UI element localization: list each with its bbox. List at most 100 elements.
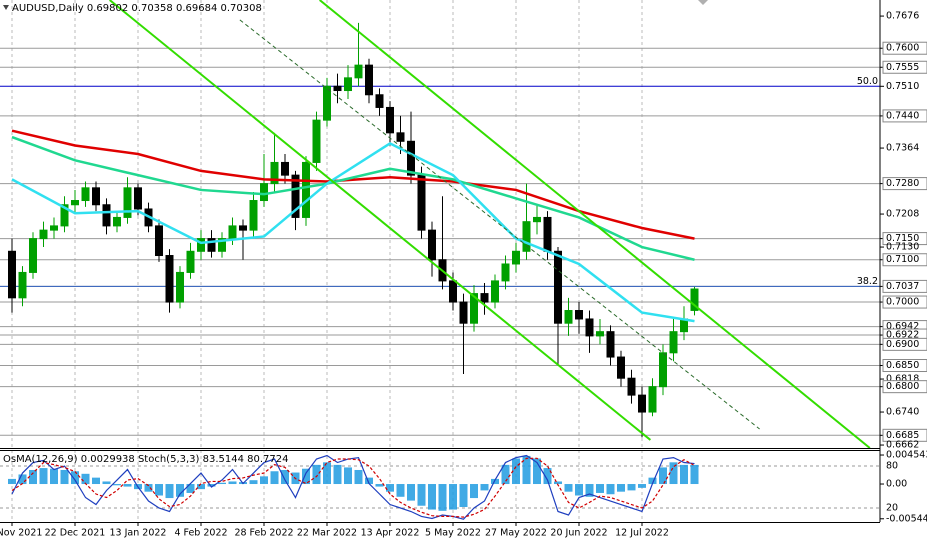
candle-body: [81, 187, 90, 202]
osma-bar: [123, 484, 132, 487]
candle-body: [176, 271, 184, 303]
candle-body: [428, 229, 436, 261]
osma-bar: [323, 462, 331, 485]
price-tick-label: 0.7037: [886, 281, 919, 292]
osma-bar: [207, 484, 216, 487]
osma-bar: [8, 478, 16, 485]
time-tick-label: 30 Nov 2021: [0, 528, 42, 539]
osma-tick-label: 0.0045431: [886, 450, 927, 461]
price-tick-label: 0.7676: [886, 11, 919, 22]
trend-line: [239, 19, 760, 430]
candle-body: [207, 238, 216, 252]
chart-title: AUDUSD,Daily 0.69802 0.70358 0.69684 0.7…: [12, 3, 262, 14]
candle-body: [543, 216, 552, 252]
candle-body: [512, 250, 520, 265]
osma-bar: [354, 469, 363, 485]
price-tick-label: 0.7100: [886, 254, 919, 265]
price-label-box: [882, 109, 927, 123]
candle-body: [18, 271, 27, 299]
osma-bar: [512, 458, 520, 485]
osma-bar: [669, 462, 678, 485]
osma-bar: [564, 484, 573, 492]
candle-body: [459, 301, 468, 324]
osma-bar: [501, 464, 510, 485]
candle-body: [92, 187, 100, 206]
time-tick-label: 4 Feb 2022: [174, 528, 227, 539]
osma-bar: [29, 469, 37, 485]
price-tick-label: 0.7510: [886, 81, 919, 92]
fib-label: 50.0: [857, 76, 878, 87]
price-tick-label: 0.6818: [886, 374, 919, 385]
candle-body: [627, 377, 636, 396]
candle-body: [585, 318, 594, 337]
trend-line: [109, 0, 652, 441]
candle-body: [659, 352, 667, 388]
osma-bar: [18, 474, 27, 485]
time-tick-label: 22 Dec 2021: [45, 528, 106, 539]
osma-bar: [596, 484, 604, 493]
indicator-panel: [0, 454, 880, 520]
osma-bar: [617, 484, 625, 492]
osma-bar: [39, 468, 48, 485]
candle-body: [596, 331, 604, 337]
candle-body: [690, 288, 699, 311]
candle-body: [239, 225, 247, 231]
candle-body: [554, 250, 562, 324]
candle-body: [29, 238, 37, 273]
indicator-title: OsMA(12,26,9) 0.0029938 Stoch(5,3,3) 83.…: [3, 454, 289, 465]
osma-bar: [155, 484, 163, 496]
candle-body: [270, 161, 279, 185]
candle-body: [8, 250, 16, 299]
candle-body: [302, 161, 310, 218]
osma-bar: [575, 484, 583, 496]
osma-bar: [554, 481, 562, 485]
osma-bar: [92, 477, 100, 485]
candle-body: [407, 140, 415, 176]
price-tick-label: 0.6942: [886, 321, 919, 332]
candle-body: [354, 64, 363, 79]
trend-line: [319, 0, 871, 448]
candle-body: [669, 331, 678, 354]
candle-body: [638, 394, 646, 413]
osma-bar: [165, 484, 174, 499]
candle-body: [102, 204, 111, 227]
candle-body: [249, 200, 258, 231]
osma-bar: [491, 478, 499, 485]
fib-label: 38.2: [857, 276, 878, 287]
candle-body: [123, 187, 132, 218]
candle-body: [155, 225, 163, 257]
osma-bar: [113, 484, 121, 486]
stochastic-line: [11, 457, 695, 518]
candle-body: [575, 310, 583, 320]
osma-bar: [585, 484, 594, 497]
price-tick-label: 0.6662: [886, 440, 919, 451]
candle-body: [533, 216, 541, 223]
shift-marker: [698, 0, 708, 5]
time-tick-label: 12 Jul 2022: [615, 528, 669, 539]
time-tick-label: 20 Jun 2022: [550, 528, 607, 539]
candle-body: [113, 216, 121, 227]
symbol-icon: [3, 5, 9, 10]
price-label-box: [882, 232, 927, 246]
price-tick-label: 0.7555: [886, 62, 919, 73]
osma-bar: [176, 484, 184, 497]
osma-bar: [407, 484, 415, 501]
candle-body: [228, 225, 237, 240]
candle-body: [323, 85, 331, 121]
osma-bar: [102, 481, 111, 485]
moving-average: [11, 129, 695, 240]
price-label-box: [882, 428, 927, 442]
price-tick-label: 0.6900: [886, 339, 919, 350]
osma-bar: [50, 468, 58, 485]
candle-body: [60, 204, 69, 227]
price-tick-label: 0.6800: [886, 381, 919, 392]
osma-bar: [302, 468, 310, 485]
price-label-box: [882, 295, 927, 309]
price-tick-label: 0.7600: [886, 43, 919, 54]
candle-body: [186, 250, 195, 273]
osma-bar: [459, 484, 468, 507]
candle-body: [165, 255, 174, 303]
candle-body: [501, 263, 510, 282]
